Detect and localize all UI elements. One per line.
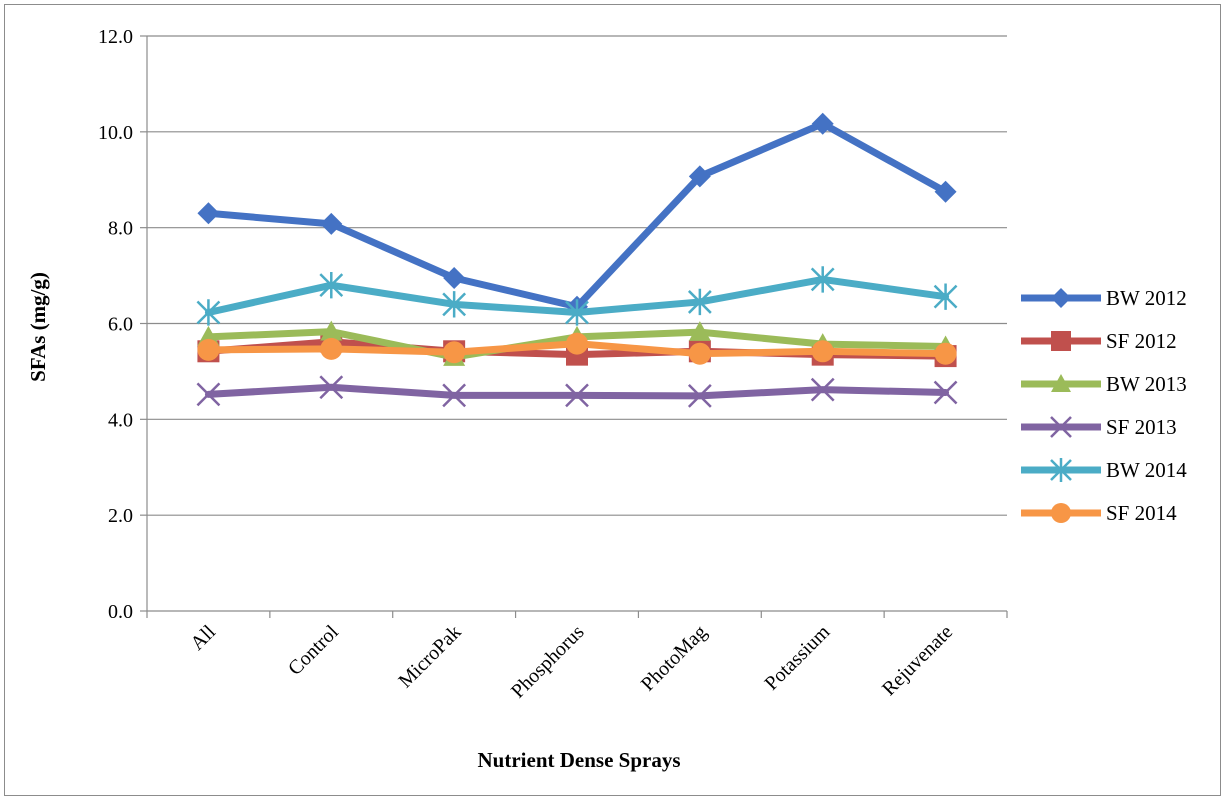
data-point <box>320 212 343 235</box>
y-tick-label: 6.0 <box>108 314 133 336</box>
data-point <box>319 271 344 299</box>
legend-entry: SF 2012 <box>1021 329 1177 353</box>
data-point <box>443 266 466 289</box>
data-point <box>1050 416 1072 438</box>
legend: BW 2012 SF 2012 BW 2013 SF 2013 BW 2014 SF 20… <box>1021 286 1187 525</box>
legend-label: BW 2013 <box>1106 372 1187 396</box>
data-point <box>934 180 957 203</box>
data-point <box>934 342 957 365</box>
data-point <box>687 383 712 408</box>
legend-entry: BW 2013 <box>1021 372 1187 396</box>
data-point <box>811 340 834 363</box>
data-point <box>1051 374 1071 392</box>
y-tick-label: 4.0 <box>108 409 133 431</box>
data-point <box>320 320 343 341</box>
series-sf-2013 <box>196 375 958 408</box>
data-point <box>565 383 589 408</box>
axes <box>140 35 1008 618</box>
data-point <box>565 299 589 326</box>
data-point <box>1051 288 1071 308</box>
x-tick-label: Phosphorus <box>507 621 589 703</box>
data-point <box>933 283 958 310</box>
x-tick-label: Rejuvenate <box>878 621 957 700</box>
data-point <box>811 112 834 135</box>
legend-entry: SF 2014 <box>1021 501 1177 525</box>
data-point <box>196 299 221 326</box>
data-point <box>687 288 712 316</box>
x-axis-title: Nutrient Dense Sprays <box>478 748 681 772</box>
x-tick-label: All <box>186 621 220 655</box>
y-tick-label: 0.0 <box>108 601 133 623</box>
legend-entry: BW 2012 <box>1021 286 1187 310</box>
legend-entry: BW 2014 <box>1021 458 1187 482</box>
y-tick-label: 10.0 <box>98 122 133 144</box>
y-tick-label: 2.0 <box>108 505 133 527</box>
data-point <box>688 321 711 341</box>
x-tick-label: Control <box>284 621 343 680</box>
data-point <box>197 202 220 225</box>
series-lines <box>196 112 958 408</box>
legend-label: SF 2014 <box>1106 501 1177 525</box>
data-point <box>1051 503 1071 523</box>
data-point <box>320 337 343 360</box>
data-point <box>443 341 466 364</box>
legend-label: BW 2014 <box>1106 458 1187 482</box>
x-tick-labels: All Control MicroPak Phosphorus PhotoMag Pota… <box>186 621 957 703</box>
data-point <box>688 342 711 365</box>
series-sf-2014 <box>197 332 957 365</box>
data-point <box>1050 458 1072 482</box>
data-point <box>319 375 344 400</box>
x-tick-label: MicroPak <box>394 621 465 692</box>
gridlines <box>147 35 1007 516</box>
x-tick-label: Potassium <box>761 621 835 695</box>
y-tick-label: 8.0 <box>108 218 133 240</box>
legend-label: BW 2012 <box>1106 286 1187 310</box>
y-tick-label: 12.0 <box>98 26 133 48</box>
data-point <box>933 380 958 405</box>
y-tick-labels: 0.0 2.0 4.0 6.0 8.0 10.0 12.0 <box>98 26 133 623</box>
chart-frame: 0.0 2.0 4.0 6.0 8.0 10.0 12.0 All Control MicroP… <box>4 4 1221 796</box>
x-tick-label: PhotoMag <box>637 621 711 695</box>
data-point <box>1051 331 1071 351</box>
data-point <box>442 291 467 318</box>
legend-label: SF 2013 <box>1106 415 1177 439</box>
y-axis-title: SFAs (mg/g) <box>26 272 50 382</box>
legend-label: SF 2012 <box>1106 329 1177 353</box>
data-point <box>196 382 221 407</box>
data-point <box>197 338 220 361</box>
data-point <box>442 383 467 408</box>
legend-entry: SF 2013 <box>1021 415 1177 439</box>
data-point <box>688 165 711 188</box>
data-point <box>810 266 835 293</box>
series-bw-2014 <box>196 266 958 326</box>
line-chart: 0.0 2.0 4.0 6.0 8.0 10.0 12.0 All Control MicroP… <box>26 26 1187 772</box>
data-point <box>566 332 588 355</box>
data-point <box>810 377 835 402</box>
